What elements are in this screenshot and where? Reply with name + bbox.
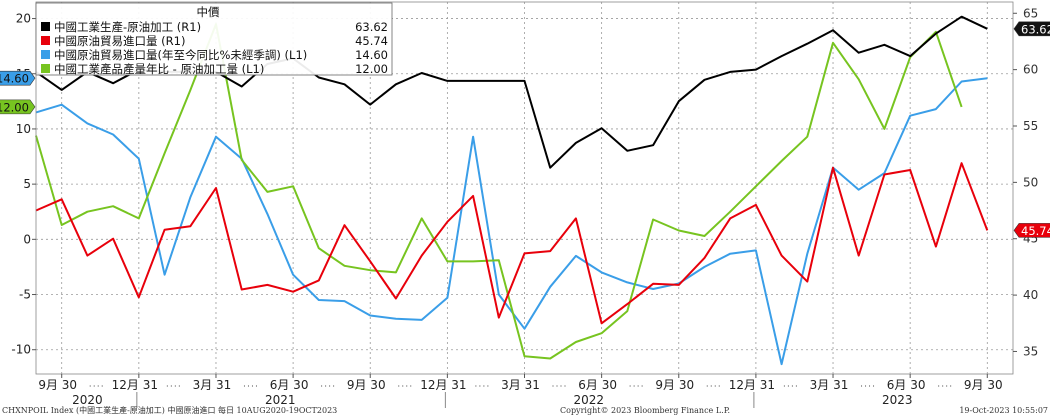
series-line-3 (35, 23, 963, 360)
value-label-imports: 45.74 (1013, 223, 1050, 238)
legend-box (35, 2, 393, 76)
x-axis-tick-label: 9月 30 (964, 378, 1003, 392)
legend-entry-label: 中國工業生產-原油加工 (R1) (54, 20, 201, 34)
legend-entry-value: 63.62 (355, 20, 388, 34)
legend-entry-value: 14.60 (355, 48, 388, 62)
footer-copyright: Copyright© 2023 Bloomberg Finance L.P. (560, 406, 730, 415)
x-axis-tick-label: 6月 30 (887, 378, 926, 392)
x-axis-tick-label: 3月 31 (193, 378, 232, 392)
x-axis-year-label: 2021 (265, 393, 296, 407)
x-axis-year-label: 2022 (574, 393, 605, 407)
legend-title: 中價 (197, 5, 220, 19)
right-axis-tick-label: 60 (1023, 63, 1038, 77)
x-axis-year-label: 2023 (882, 393, 913, 407)
left-axis-tick-label: 0 (23, 232, 31, 246)
x-axis-tick-label: 3月 31 (501, 378, 540, 392)
legend-swatch (41, 36, 50, 45)
legend-swatch (41, 22, 50, 31)
right-axis-tick-label: 50 (1023, 175, 1038, 189)
x-axis-year-label: 2020 (72, 393, 103, 407)
legend-entry-label: 中國工業產品產量年比 - 原油加工量 (L1) (54, 62, 264, 76)
left-axis-tick-label: -5 (19, 288, 31, 302)
x-axis-tick-label: 9月 30 (38, 378, 77, 392)
right-axis-tick-label: 65 (1023, 6, 1038, 20)
value-labels: 63.6245.7414.6012.00 (0, 21, 1050, 238)
left-axis-tick-label: 5 (23, 177, 31, 191)
legend-entry-label: 中國原油貿易進口量 (R1) (54, 34, 185, 48)
right-axis-tick-label: 35 (1023, 344, 1038, 358)
x-axis-tick-label: 12月 31 (729, 378, 775, 392)
value-label-output-yoy-text: 12.00 (0, 100, 29, 114)
footer-source: CHXNPOIL Index (中國工業生產-原油加工) 中國原油進口 每日 1… (2, 405, 337, 415)
value-label-output-yoy: 12.00 (0, 99, 36, 115)
footer-timestamp: 19-Oct-2023 10:55:07 (959, 406, 1048, 415)
x-axis-tick-label: 3月 31 (810, 378, 849, 392)
value-label-processing-text: 63.62 (1021, 22, 1050, 36)
value-label-processing: 63.62 (1013, 21, 1050, 37)
legend-entry-label: 中國原油貿易進口量(年至今同比%未經季調) (L1) (54, 48, 307, 62)
x-axis-tick-label: 9月 30 (655, 378, 694, 392)
value-label-imports-yoy-box (0, 70, 36, 86)
legend-entry-value: 45.74 (355, 34, 388, 48)
value-label-imports-yoy: 14.60 (0, 70, 36, 86)
x-axis-tick-label: 12月 31 (112, 378, 158, 392)
right-axis-tick-label: 55 (1023, 119, 1038, 133)
series-line-1 (35, 162, 989, 325)
left-axis-tick-label: -10 (11, 343, 31, 357)
left-axis-tick-label: 10 (16, 122, 31, 136)
x-axis-tick-label: 12月 31 (420, 378, 466, 392)
left-axis-tick-label: 20 (16, 12, 31, 26)
value-label-imports-text: 45.74 (1021, 224, 1050, 238)
value-label-imports-box (1013, 223, 1050, 238)
value-label-imports-yoy-text: 14.60 (0, 72, 29, 86)
legend-swatch (41, 50, 50, 59)
x-axis-tick-label: 6月 30 (578, 378, 617, 392)
value-label-output-yoy-box (0, 99, 36, 115)
footer: CHXNPOIL Index (中國工業生產-原油加工) 中國原油進口 每日 1… (2, 405, 1048, 415)
x-axis-tick-label: 6月 30 (270, 378, 309, 392)
legend-entry-value: 12.00 (355, 62, 388, 76)
x-axis-tick-label: 9月 30 (347, 378, 386, 392)
right-axis-tick-label: 40 (1023, 288, 1038, 302)
value-label-processing-box (1013, 21, 1050, 37)
legend-swatch (41, 64, 50, 73)
